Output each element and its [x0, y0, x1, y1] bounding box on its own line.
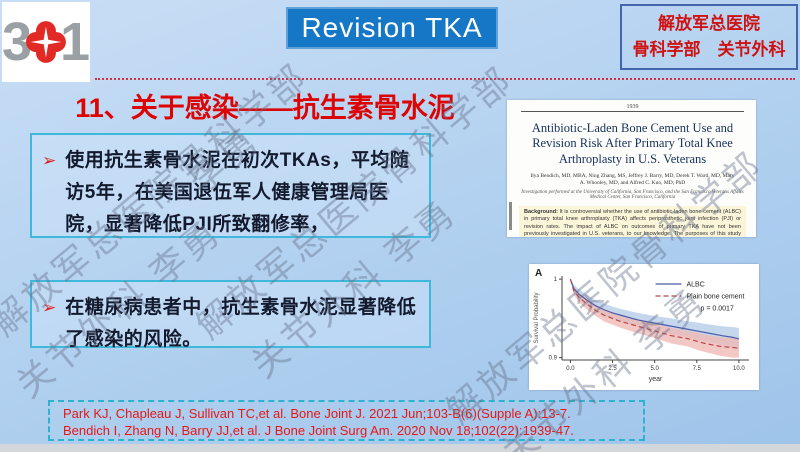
- references-box: Park KJ, Chapleau J, Sullivan TC,et al. …: [48, 400, 645, 441]
- header-divider: [95, 78, 795, 80]
- journal-header-rule: [521, 111, 744, 112]
- svg-text:2.5: 2.5: [608, 366, 617, 372]
- kaplan-meier-chart: 1 0.9 0.0 2.5 5.0 7.5 10.0 year Survival Probabi…: [534, 276, 749, 383]
- svg-text:0.0: 0.0: [566, 366, 575, 372]
- department-box: 解放军总医院 骨科学部 关节外科: [620, 4, 798, 70]
- reference-1: Park KJ, Chapleau J, Sullivan TC,et al. …: [63, 406, 571, 421]
- slide-bottom-edge: [0, 444, 800, 452]
- bullet-text-1: 使用抗生素骨水泥在初次TKAs，平均随访5年，在美国退伍军人健康管理局医院，显著…: [65, 150, 410, 235]
- survival-curve-figure: A 1 0.9 0.0 2.5 5.0 7.5 10.0 year Survival Proba…: [529, 264, 759, 390]
- hospital-name: 解放军总医院: [658, 14, 760, 34]
- panel-label: A: [535, 268, 543, 279]
- svg-text:p = 0.0017: p = 0.0017: [701, 306, 734, 313]
- svg-text:10.0: 10.0: [733, 366, 745, 372]
- abstract-label: Background:: [524, 209, 558, 216]
- paper-abstract: Background: It is controversial whether …: [519, 206, 746, 237]
- svg-text:Survival Probability: Survival Probability: [534, 292, 540, 343]
- bullet-box-2: ➢ 在糖尿病患者中，抗生素骨水泥显著降低了感染的风险。: [30, 280, 431, 350]
- paper-title: Antibiotic-Laden Bone Cement Use and Rev…: [531, 121, 734, 166]
- abstract-text: It is controversial whether the use of a…: [524, 209, 741, 237]
- department-name: 骨科学部 关节外科: [632, 39, 786, 59]
- bullet-arrow-icon: ➢: [42, 151, 57, 170]
- svg-text:ALBC: ALBC: [687, 282, 705, 289]
- svg-text:1: 1: [554, 277, 558, 283]
- bullet-text-2: 在糖尿病患者中，抗生素骨水泥显著降低了感染的风险。: [65, 297, 417, 350]
- svg-text:0.9: 0.9: [549, 356, 558, 362]
- paper-affiliation: Investigation performed at the Universit…: [521, 190, 744, 201]
- journal-page-number: 1939: [626, 104, 639, 110]
- svg-text:5.0: 5.0: [650, 366, 659, 372]
- svg-text:year: year: [649, 376, 663, 383]
- bullet-box-1: ➢ 使用抗生素骨水泥在初次TKAs，平均随访5年，在美国退伍军人健康管理局医院，…: [30, 133, 431, 238]
- svg-text:7.5: 7.5: [693, 366, 702, 372]
- bullet-arrow-icon: ➢: [42, 298, 57, 317]
- journal-spine-mark: [509, 202, 512, 230]
- page-title: 11、关于感染——抗生素骨水泥: [75, 93, 455, 123]
- svg-text:Plain bone cement: Plain bone cement: [687, 294, 745, 301]
- paper-authors: Ilya Bendich, MD, MBA, Ning Zhang, MS, J…: [530, 172, 735, 186]
- banner-title: Revision TKA: [301, 12, 483, 43]
- reference-2: Bendich I, Zhang N, Barry JJ,et al. J Bo…: [63, 423, 574, 438]
- journal-page-thumbnail: 1939 Antibiotic-Laden Bone Cement Use an…: [507, 100, 756, 237]
- hospital-logo: 3 1: [2, 2, 90, 82]
- slide-banner: Revision TKA: [286, 7, 498, 49]
- 301-flower-icon: [26, 21, 66, 63]
